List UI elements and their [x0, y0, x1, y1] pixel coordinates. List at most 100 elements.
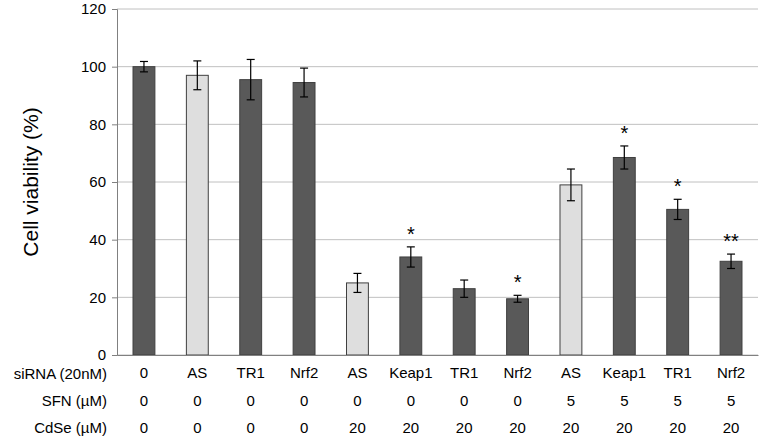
cdse-row: 00002020202020202020	[140, 419, 740, 436]
error-stem	[143, 61, 144, 71]
tick-label: TR1	[237, 364, 265, 381]
x-tick: 0	[140, 364, 148, 381]
error-bar	[674, 199, 682, 219]
significance-marker: **	[723, 230, 739, 252]
y-tick: 100	[81, 58, 117, 75]
row-value: 5	[567, 392, 575, 409]
error-stem	[410, 247, 411, 267]
row-value: 0	[460, 392, 468, 409]
tick-mark	[112, 67, 117, 68]
error-cap	[193, 89, 201, 90]
row-value: 0	[247, 419, 255, 436]
row-value: 0	[300, 392, 308, 409]
tick-label: Keap1	[603, 364, 646, 381]
tick-label: AS	[561, 364, 581, 381]
error-bar	[460, 280, 468, 297]
y-axis: 0 20 40 60 80 100 120	[81, 0, 118, 363]
grid-line	[117, 182, 758, 183]
tick-label: 20	[89, 289, 106, 306]
bar	[186, 75, 208, 355]
error-bar	[727, 254, 735, 268]
row-label: SFN (µM)	[42, 392, 107, 409]
bar	[293, 83, 315, 355]
row-labels: siRNA (20nM)SFN (µM)CdSe (µM)	[14, 365, 107, 436]
error-cap	[460, 279, 468, 280]
row-value: 5	[674, 392, 682, 409]
error-cap	[674, 219, 682, 220]
error-stem	[624, 146, 625, 169]
error-stem	[357, 273, 358, 292]
grid-line	[117, 297, 758, 298]
tick-label: 60	[89, 173, 106, 190]
error-cap	[674, 199, 682, 200]
error-cap	[300, 68, 308, 69]
error-stem	[250, 59, 251, 99]
x-tick: TR1	[237, 364, 265, 381]
significance-marker: *	[674, 175, 682, 197]
bar	[453, 289, 475, 355]
error-bar	[193, 61, 201, 90]
bar	[347, 283, 369, 355]
error-cap	[353, 273, 361, 274]
bar	[507, 299, 529, 355]
row-value: 0	[193, 392, 201, 409]
row-value: 5	[727, 392, 735, 409]
row-value: 20	[349, 419, 366, 436]
tick-label: TR1	[450, 364, 478, 381]
error-stem	[677, 199, 678, 219]
error-bar	[407, 247, 415, 267]
row-label: CdSe (µM)	[34, 419, 107, 436]
bars	[133, 59, 742, 355]
x-tick: TR1	[450, 364, 478, 381]
error-stem	[517, 295, 518, 302]
bar	[560, 185, 582, 355]
tick-label: 40	[89, 231, 106, 248]
row-value: 20	[509, 419, 526, 436]
grid-line	[117, 355, 758, 356]
row-value: 20	[723, 419, 740, 436]
x-tick: AS	[187, 364, 207, 381]
error-stem	[464, 280, 465, 297]
tick-label: 100	[81, 58, 106, 75]
row-value: 0	[247, 392, 255, 409]
error-cap	[567, 200, 575, 201]
bar	[400, 257, 422, 355]
error-bar	[353, 273, 361, 292]
y-tick: 120	[81, 0, 117, 17]
grid-line	[117, 124, 758, 125]
error-cap	[514, 295, 522, 296]
y-tick: 40	[89, 231, 117, 248]
tick-mark	[112, 297, 117, 298]
error-cap	[620, 145, 628, 146]
y-tick: 60	[89, 173, 117, 190]
tick-label: Nrf2	[503, 364, 531, 381]
x-tick: Nrf2	[290, 364, 318, 381]
row-value: 0	[140, 392, 148, 409]
row-value: 20	[456, 419, 473, 436]
grid	[117, 9, 758, 355]
bar	[133, 67, 155, 355]
x-axis: 0ASTR1Nrf2ASKeap1TR1Nrf2ASKeap1TR1Nrf2	[118, 356, 759, 381]
tick-mark	[112, 182, 117, 183]
axis-line	[118, 355, 759, 356]
error-bar	[620, 146, 628, 169]
error-bars	[140, 59, 735, 302]
y-tick: 80	[89, 116, 117, 133]
row-value: 0	[513, 392, 521, 409]
row-value: 0	[353, 392, 361, 409]
row-value: 0	[193, 419, 201, 436]
chart: 0204060801001200ASTR1Nrf2ASKeap1TR1Nrf2A…	[0, 0, 771, 448]
tick-mark	[112, 355, 117, 356]
error-cap	[140, 71, 148, 72]
row-value: 20	[402, 419, 419, 436]
row-value: 20	[616, 419, 633, 436]
error-cap	[460, 297, 468, 298]
row-value: 0	[407, 392, 415, 409]
tick-label: TR1	[664, 364, 692, 381]
error-cap	[620, 168, 628, 169]
bar	[720, 261, 742, 355]
y-tick: 0	[98, 346, 117, 363]
row-value: 0	[300, 419, 308, 436]
x-tick: Keap1	[389, 364, 432, 381]
error-cap	[407, 266, 415, 267]
